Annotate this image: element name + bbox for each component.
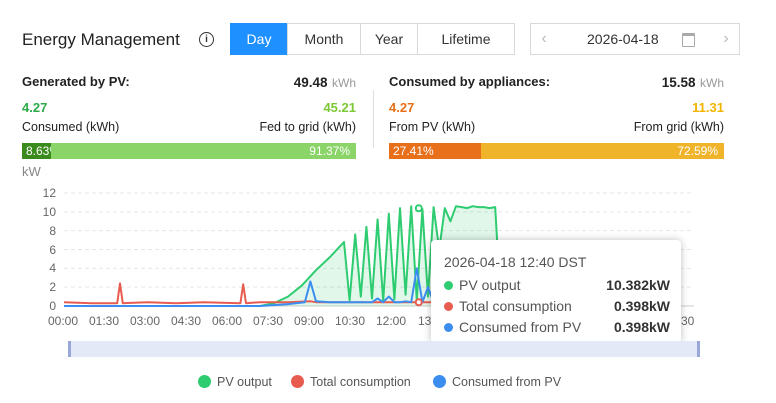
y-tick-label: 10 bbox=[42, 204, 56, 219]
y-tick-label: 2 bbox=[49, 280, 56, 295]
period-tabs: Day Month Year Lifetime bbox=[230, 23, 515, 55]
chevron-left-icon[interactable]: ‹ bbox=[541, 30, 547, 47]
consumed-split-bar: 27.41% 72.59% bbox=[389, 143, 724, 159]
tab-lifetime[interactable]: Lifetime bbox=[417, 23, 515, 55]
tooltip-pv-label: PV output bbox=[459, 277, 521, 293]
consumed-pv-segment: 27.41% bbox=[389, 143, 481, 159]
pv-consumed-label: Consumed (kWh) bbox=[22, 120, 120, 134]
y-tick-label: 8 bbox=[49, 223, 56, 238]
x-tick-label: 03:00 bbox=[130, 314, 161, 328]
hover-point bbox=[414, 298, 423, 307]
legend-pv[interactable]: PV output bbox=[198, 375, 272, 389]
tab-month[interactable]: Month bbox=[287, 23, 361, 55]
generated-value: 49.48 bbox=[293, 75, 328, 90]
x-tick-label: 01:30 bbox=[89, 314, 120, 328]
consumed-value: 15.58 bbox=[661, 75, 696, 90]
legend-frompv-label: Consumed from PV bbox=[452, 375, 562, 389]
slider-handle-left[interactable] bbox=[68, 341, 71, 357]
pv-dot-icon bbox=[444, 281, 453, 290]
consumed-unit: kWh bbox=[700, 76, 724, 90]
generated-total: 49.48 kWh bbox=[280, 74, 356, 92]
pv-output-area bbox=[64, 206, 501, 306]
total-legend-icon bbox=[291, 375, 304, 388]
x-tick-label: 09:00 bbox=[294, 314, 325, 328]
y-tick-label: 6 bbox=[49, 242, 56, 257]
tooltip-title: 2026-04-18 12:40 DST bbox=[444, 254, 587, 270]
legend-pv-label: PV output bbox=[217, 375, 272, 389]
fed-to-grid-value: 45.21 bbox=[323, 100, 356, 115]
tooltip-frompv-value: 0.398kW bbox=[613, 319, 670, 335]
fed-to-grid-label: Fed to grid (kWh) bbox=[259, 120, 356, 134]
x-tick-label: 30 bbox=[681, 314, 695, 328]
hover-point bbox=[414, 204, 423, 213]
zoom-slider[interactable] bbox=[68, 341, 700, 357]
tooltip-total-label: Total consumption bbox=[459, 298, 572, 314]
panel-divider bbox=[373, 90, 374, 148]
date-value[interactable]: 2026-04-18 bbox=[587, 31, 659, 47]
slider-handle-right[interactable] bbox=[697, 341, 700, 357]
from-pv-label: From PV (kWh) bbox=[389, 120, 476, 134]
x-tick-label: 10:30 bbox=[335, 314, 366, 328]
consumed-total: 15.58 kWh bbox=[640, 74, 724, 92]
from-grid-value: 11.31 bbox=[692, 100, 724, 115]
consumed-label: Consumed by appliances: bbox=[389, 74, 551, 89]
y-tick-label: 4 bbox=[49, 261, 56, 276]
tooltip-row-frompv: Consumed from PV 0.398kW bbox=[444, 319, 670, 339]
x-tick-label: 13 bbox=[418, 314, 432, 328]
pv-consumed-value: 4.27 bbox=[22, 100, 48, 115]
chevron-right-icon[interactable]: › bbox=[723, 30, 729, 47]
series-line-pv-output[interactable] bbox=[64, 205, 502, 307]
y-tick-label: 12 bbox=[42, 186, 56, 200]
y-axis-label: kW bbox=[22, 164, 41, 179]
x-tick-label: 07:30 bbox=[253, 314, 284, 328]
x-tick-label: 06:00 bbox=[212, 314, 243, 328]
tooltip-row-pv: PV output 10.382kW bbox=[444, 277, 670, 297]
from-pv-value: 4.27 bbox=[389, 100, 415, 115]
calendar-icon[interactable] bbox=[682, 33, 695, 47]
y-tick-label: 0 bbox=[49, 299, 56, 313]
generated-label: Generated by PV: bbox=[22, 74, 130, 89]
chart-tooltip: 2026-04-18 12:40 DST PV output 10.382kW … bbox=[431, 240, 681, 344]
legend-total[interactable]: Total consumption bbox=[291, 375, 411, 389]
pv-legend-icon bbox=[198, 375, 211, 388]
tab-day[interactable]: Day bbox=[230, 23, 288, 55]
info-icon[interactable]: i bbox=[199, 32, 214, 47]
date-picker[interactable]: ‹ 2026-04-18 › bbox=[530, 23, 740, 55]
page-title: Energy Management bbox=[22, 30, 180, 49]
tooltip-row-total: Total consumption 0.398kW bbox=[444, 298, 670, 318]
consumed-grid-segment: 72.59% bbox=[480, 143, 724, 159]
frompv-dot-icon bbox=[444, 323, 453, 332]
tab-year[interactable]: Year bbox=[360, 23, 418, 55]
tooltip-total-value: 0.398kW bbox=[613, 298, 670, 314]
generated-split-bar: 8.63% 91.37% bbox=[22, 143, 356, 159]
legend-total-label: Total consumption bbox=[310, 375, 411, 389]
legend-frompv[interactable]: Consumed from PV bbox=[433, 375, 561, 389]
total-dot-icon bbox=[444, 302, 453, 311]
x-tick-label: 12:00 bbox=[376, 314, 407, 328]
from-grid-label: From grid (kWh) bbox=[633, 120, 724, 134]
tooltip-frompv-label: Consumed from PV bbox=[459, 319, 582, 335]
generated-unit: kWh bbox=[332, 76, 356, 90]
tooltip-pv-value: 10.382kW bbox=[606, 277, 670, 293]
x-tick-label: 00:00 bbox=[48, 314, 79, 328]
x-tick-label: 04:30 bbox=[171, 314, 202, 328]
generated-fed-segment: 91.37% bbox=[50, 143, 356, 159]
frompv-legend-icon bbox=[433, 375, 446, 388]
